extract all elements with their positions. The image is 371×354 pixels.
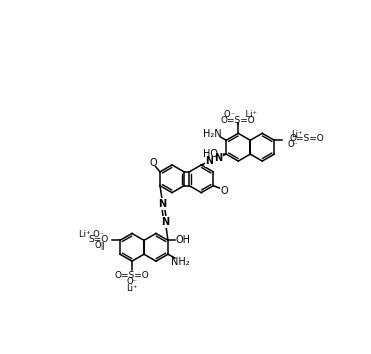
Text: Li⁺: Li⁺ <box>126 284 138 293</box>
Text: S=O: S=O <box>88 235 109 244</box>
Text: Li⁺ O⁻: Li⁺ O⁻ <box>79 230 104 239</box>
Text: NH₂: NH₂ <box>171 257 190 267</box>
Text: N: N <box>159 199 167 209</box>
Text: O=S=O: O=S=O <box>221 116 256 125</box>
Text: N: N <box>161 217 170 227</box>
Text: O⁻    Li⁺: O⁻ Li⁺ <box>224 110 257 119</box>
Text: O: O <box>220 186 228 196</box>
Text: OH: OH <box>176 235 191 245</box>
Text: O∥: O∥ <box>95 240 105 250</box>
Text: O⁻: O⁻ <box>127 278 138 286</box>
Text: N: N <box>206 156 214 166</box>
Text: O⁻: O⁻ <box>287 141 298 149</box>
Text: O: O <box>149 158 157 167</box>
Text: H₂N: H₂N <box>203 129 222 139</box>
Text: O=S=O: O=S=O <box>290 134 324 143</box>
Text: HO: HO <box>203 149 219 159</box>
Text: Li⁺: Li⁺ <box>292 130 303 139</box>
Text: N: N <box>214 153 222 163</box>
Text: O=S=O: O=S=O <box>115 271 150 280</box>
